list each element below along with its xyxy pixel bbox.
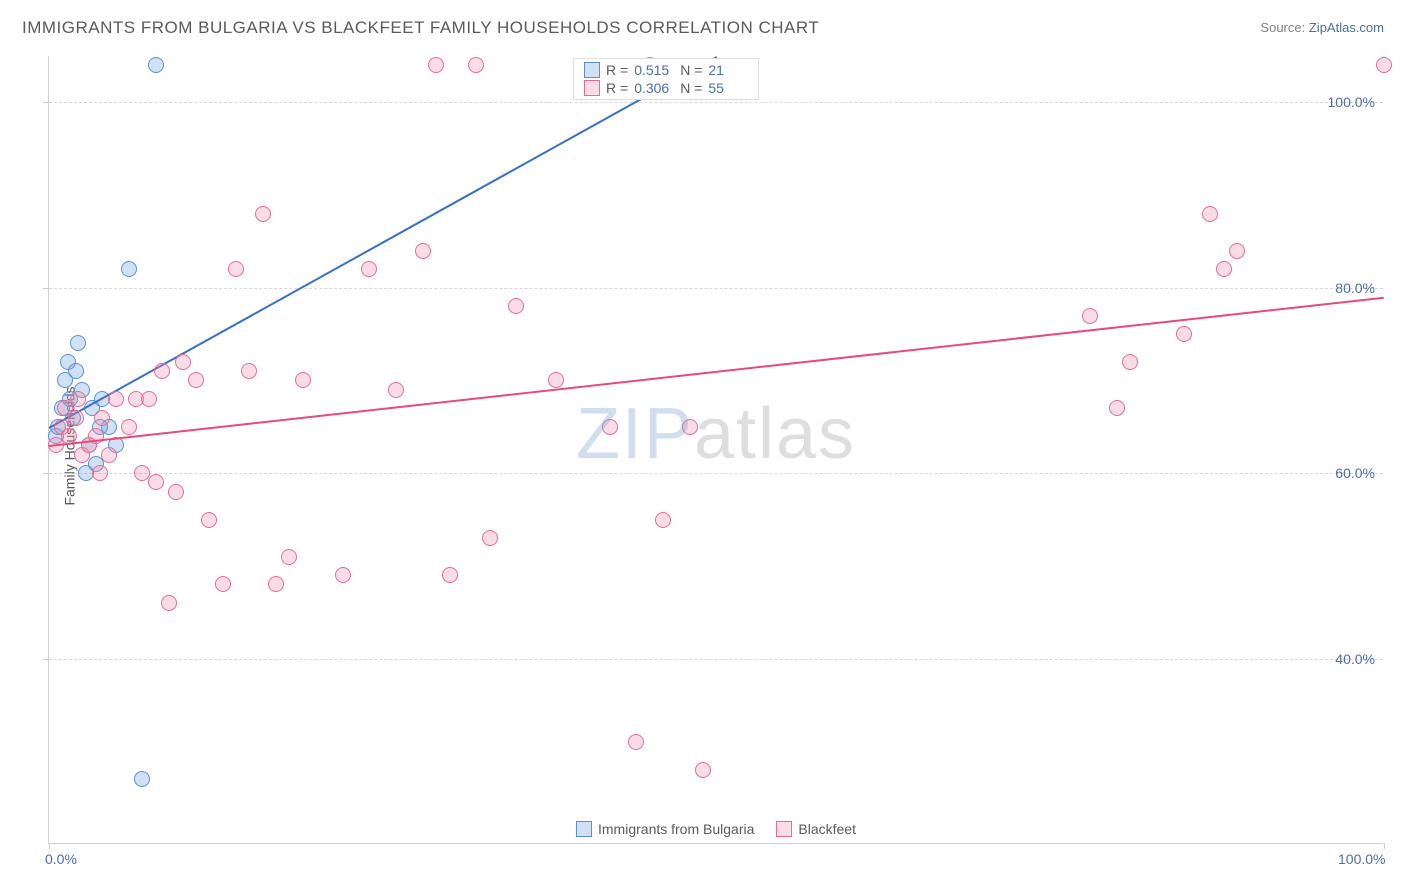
ytick-label: 100.0% xyxy=(1328,94,1375,110)
data-point xyxy=(695,762,711,778)
xtick-label: 0.0% xyxy=(45,851,77,867)
data-point xyxy=(508,298,524,314)
data-point xyxy=(335,567,351,583)
gridline-h xyxy=(49,288,1383,289)
data-point xyxy=(548,372,564,388)
data-point xyxy=(94,410,110,426)
data-point xyxy=(188,372,204,388)
data-point xyxy=(241,363,257,379)
ytick-label: 60.0% xyxy=(1335,465,1375,481)
legend-swatch xyxy=(576,821,592,837)
ytick-mark xyxy=(43,473,49,474)
data-point xyxy=(175,354,191,370)
ytick-mark xyxy=(43,102,49,103)
ytick-label: 40.0% xyxy=(1335,651,1375,667)
source-attribution: Source: ZipAtlas.com xyxy=(1260,20,1384,35)
data-point xyxy=(108,391,124,407)
legend-swatch xyxy=(776,821,792,837)
correlation-legend-row: R = 0.515 N = 21 xyxy=(574,61,758,79)
data-point xyxy=(70,391,86,407)
data-point xyxy=(148,474,164,490)
data-point xyxy=(121,419,137,435)
data-point xyxy=(154,363,170,379)
data-point xyxy=(295,372,311,388)
data-point xyxy=(1216,261,1232,277)
data-point xyxy=(215,576,231,592)
legend-r-value: 0.515 xyxy=(634,62,674,78)
watermark-b: atlas xyxy=(694,394,856,474)
legend-swatch xyxy=(584,80,600,96)
ytick-label: 80.0% xyxy=(1335,280,1375,296)
data-point xyxy=(134,771,150,787)
data-point xyxy=(101,447,117,463)
data-point xyxy=(1176,326,1192,342)
data-point xyxy=(281,549,297,565)
legend-n-label: N = xyxy=(680,80,702,96)
legend-n-label: N = xyxy=(680,62,702,78)
data-point xyxy=(201,512,217,528)
data-point xyxy=(361,261,377,277)
data-point xyxy=(228,261,244,277)
legend-r-value: 0.306 xyxy=(634,80,674,96)
xtick-mark xyxy=(49,843,50,849)
xtick-mark xyxy=(1384,843,1385,849)
data-point xyxy=(68,363,84,379)
data-point xyxy=(388,382,404,398)
gridline-h xyxy=(49,102,1383,103)
legend-r-label: R = xyxy=(606,80,628,96)
data-point xyxy=(602,419,618,435)
series-legend-item: Immigrants from Bulgaria xyxy=(576,821,754,837)
xtick-label: 100.0% xyxy=(1338,851,1385,867)
data-point xyxy=(428,57,444,73)
data-point xyxy=(121,261,137,277)
data-point xyxy=(682,419,698,435)
data-point xyxy=(1122,354,1138,370)
trend-line xyxy=(49,56,717,429)
legend-swatch xyxy=(584,62,600,78)
gridline-h xyxy=(49,473,1383,474)
data-point xyxy=(141,391,157,407)
data-point xyxy=(442,567,458,583)
data-point xyxy=(655,512,671,528)
chart-title: IMMIGRANTS FROM BULGARIA VS BLACKFEET FA… xyxy=(22,18,819,38)
data-point xyxy=(161,595,177,611)
data-point xyxy=(1109,400,1125,416)
series-legend: Immigrants from Bulgaria Blackfeet xyxy=(576,821,856,837)
source-value: ZipAtlas.com xyxy=(1309,20,1384,35)
correlation-legend: R = 0.515 N = 21 R = 0.306 N = 55 xyxy=(573,58,759,100)
data-point xyxy=(468,57,484,73)
ytick-mark xyxy=(43,659,49,660)
data-point xyxy=(268,576,284,592)
data-point xyxy=(1082,308,1098,324)
data-point xyxy=(415,243,431,259)
legend-n-value: 21 xyxy=(708,62,748,78)
legend-r-label: R = xyxy=(606,62,628,78)
data-point xyxy=(1376,57,1392,73)
data-point xyxy=(628,734,644,750)
series-name: Blackfeet xyxy=(798,821,856,837)
source-label: Source: xyxy=(1260,20,1305,35)
legend-n-value: 55 xyxy=(708,80,748,96)
series-name: Immigrants from Bulgaria xyxy=(598,821,754,837)
data-point xyxy=(1202,206,1218,222)
data-point xyxy=(92,465,108,481)
gridline-h xyxy=(49,659,1383,660)
data-point xyxy=(70,335,86,351)
series-legend-item: Blackfeet xyxy=(776,821,856,837)
data-point xyxy=(482,530,498,546)
data-point xyxy=(148,57,164,73)
correlation-legend-row: R = 0.306 N = 55 xyxy=(574,79,758,97)
ytick-mark xyxy=(43,288,49,289)
data-point xyxy=(168,484,184,500)
data-point xyxy=(1229,243,1245,259)
watermark: ZIPatlas xyxy=(576,393,856,475)
scatter-plot-area: ZIPatlas 40.0%60.0%80.0%100.0%0.0%100.0%… xyxy=(48,56,1383,844)
watermark-a: ZIP xyxy=(576,394,694,474)
data-point xyxy=(255,206,271,222)
